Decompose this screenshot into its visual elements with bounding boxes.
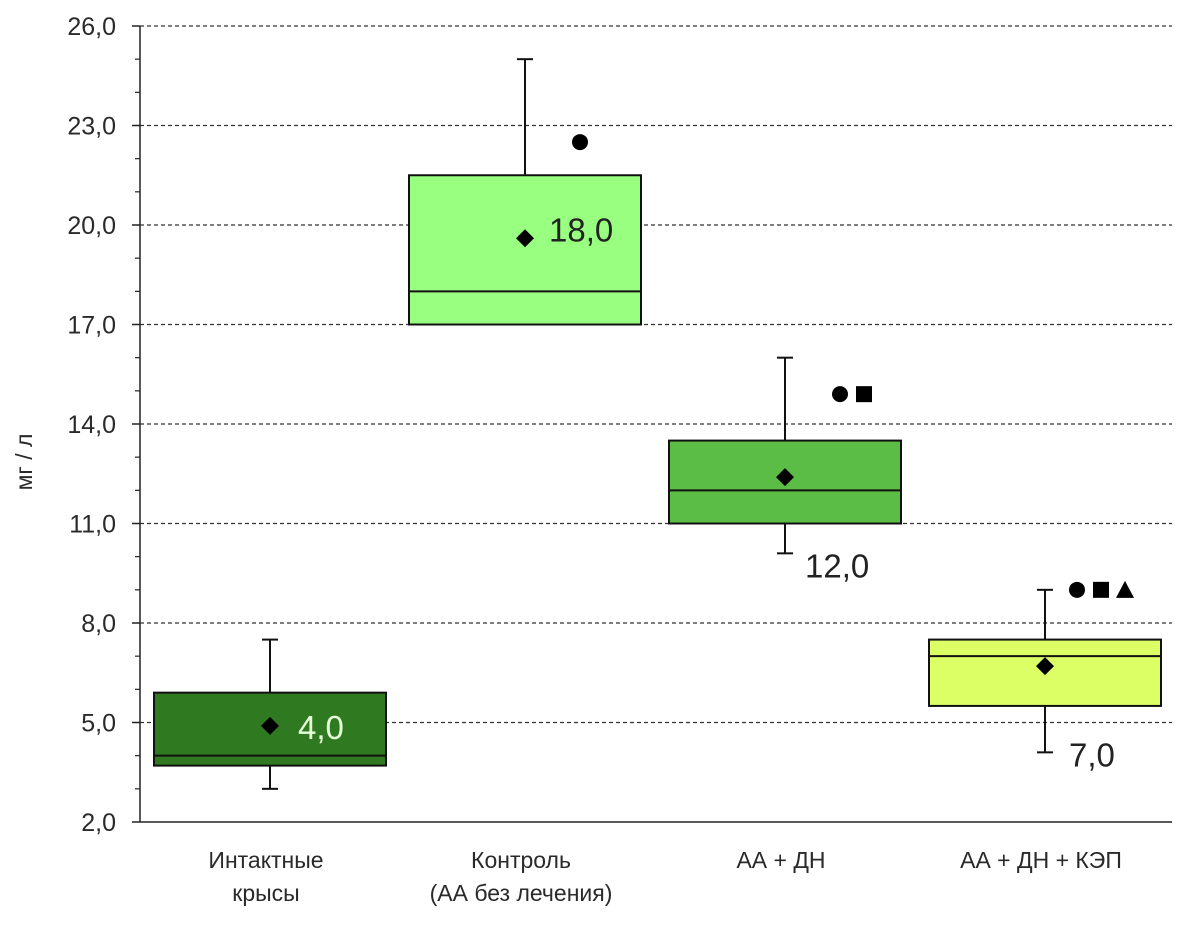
- significance-triangle-icon: [1116, 580, 1134, 598]
- y-tick-label: 2,0: [81, 809, 116, 837]
- box-group: 18,0: [408, 58, 642, 326]
- median-value-label: 12,0: [805, 547, 869, 584]
- median-value-label: 18,0: [549, 211, 613, 248]
- box-group: 12,0: [668, 356, 902, 584]
- y-axis: [132, 25, 1172, 823]
- grid-lines: [140, 25, 1172, 724]
- significance-circle-icon: [572, 134, 588, 151]
- significance-circle-icon: [832, 386, 848, 403]
- category-label: АА + ДН + КЭП: [960, 847, 1122, 873]
- significance-square-icon: [1093, 581, 1109, 598]
- box-group: 4,0: [153, 638, 387, 790]
- y-tick-label: 14,0: [67, 411, 116, 439]
- category-label: (АА без лечения): [430, 880, 613, 906]
- median-value-label: 7,0: [1069, 736, 1115, 773]
- y-tick-label: 5,0: [81, 710, 116, 738]
- mean-marker: [776, 468, 794, 487]
- y-tick-label: 11,0: [69, 511, 116, 539]
- mean-marker: [261, 716, 279, 735]
- median-value-label: 4,0: [298, 709, 344, 746]
- mean-marker: [1036, 657, 1054, 676]
- category-label: АА + ДН: [736, 847, 825, 873]
- y-tick-label: 23,0: [67, 113, 116, 141]
- significance-circle-icon: [1069, 581, 1085, 598]
- category-label: Контроль: [471, 847, 571, 873]
- boxes: 4,0 18,0 12,0 7,0: [153, 58, 1162, 790]
- y-tick-label: 20,0: [67, 212, 116, 240]
- y-tick-label: 8,0: [81, 610, 116, 638]
- y-tick-labels: 2,0 5,0 8,0 11,0 14,0 17,0 20,0 23,0 26,0: [67, 13, 116, 837]
- box-group: 7,0: [928, 580, 1162, 773]
- y-tick-label: 26,0: [67, 13, 116, 41]
- y-tick-label: 17,0: [67, 312, 116, 340]
- box-iqr: [408, 174, 642, 326]
- category-label: Интактные: [208, 847, 323, 873]
- category-label: крысы: [232, 880, 299, 906]
- mean-marker: [516, 229, 534, 248]
- significance-square-icon: [856, 386, 872, 403]
- y-axis-title: мг / л: [11, 434, 37, 491]
- category-labels: Интактные крысы Контроль (АА без лечения) АА…: [208, 847, 1121, 906]
